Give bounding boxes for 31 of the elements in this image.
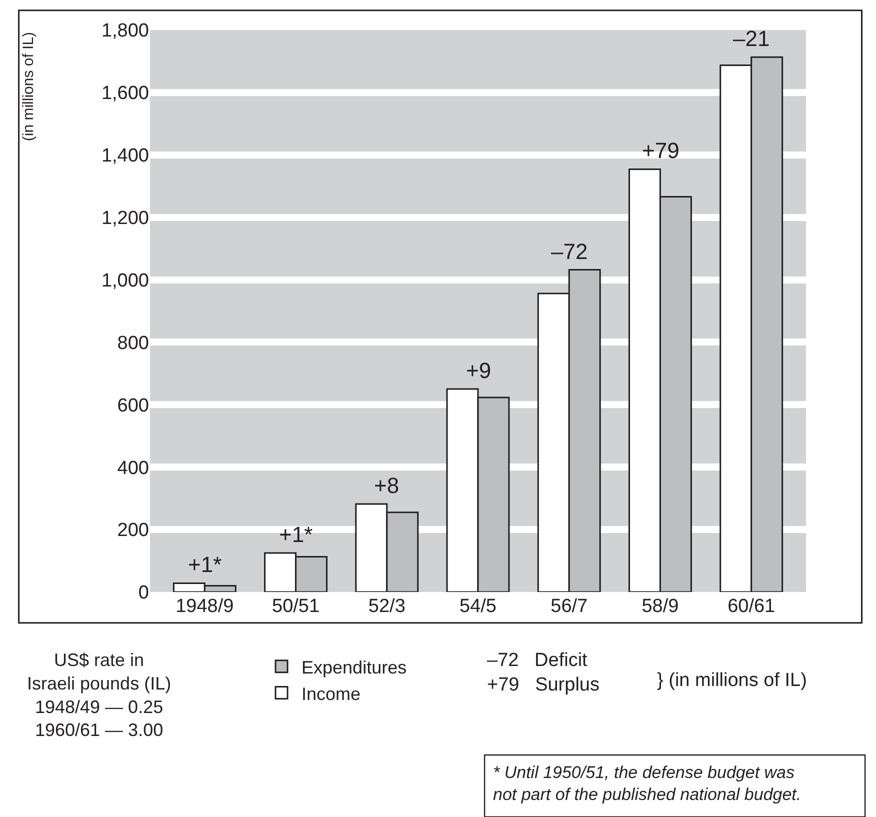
y-tick-label: 1,600 [101, 83, 149, 104]
annotation: +8 [374, 473, 400, 498]
legend-label: Expenditures [302, 657, 407, 678]
y-tick-label: 600 [117, 395, 149, 416]
y-tick-label: 800 [117, 332, 149, 354]
text: –72 Deficit +79 Surplus [487, 650, 600, 696]
y-axis-title: (in millions of IL) [20, 32, 38, 142]
annotation: +1* [279, 522, 314, 547]
y-tick-label: 1,800 [101, 20, 149, 42]
annotation: +1* [188, 552, 222, 577]
text: } (in millions of IL) [657, 670, 807, 691]
text: * Until 1950/51, the defense budget was not part of the published national budget. [493, 763, 802, 804]
y-tick-label: 200 [117, 520, 149, 542]
x-tick-label: 58/9 [642, 596, 679, 617]
y-tick-label: 1,200 [101, 208, 149, 229]
x-tick-label: 54/5 [460, 596, 496, 617]
annotation: –21 [733, 26, 770, 51]
y-tick-label: 1,000 [101, 270, 149, 292]
y-tick-label: 0 [138, 582, 149, 604]
x-tick-label: 60/61 [728, 596, 776, 617]
annotation: +79 [642, 138, 680, 163]
x-tick-label: 56/7 [550, 596, 588, 617]
text: US$ rate in Israeli pounds (IL) 1948/49 — 0.25 1960/61 — 3.00 [27, 650, 172, 740]
annotation: –72 [551, 239, 588, 264]
x-tick-label: 50/51 [272, 596, 320, 617]
y-tick-label: 1,400 [101, 146, 149, 167]
legend-label: Income [302, 684, 361, 704]
annotation: +9 [466, 358, 492, 383]
x-tick-label: 1948/9 [176, 596, 234, 617]
x-tick-label: 52/3 [368, 596, 406, 617]
y-tick-label: 400 [117, 458, 149, 479]
